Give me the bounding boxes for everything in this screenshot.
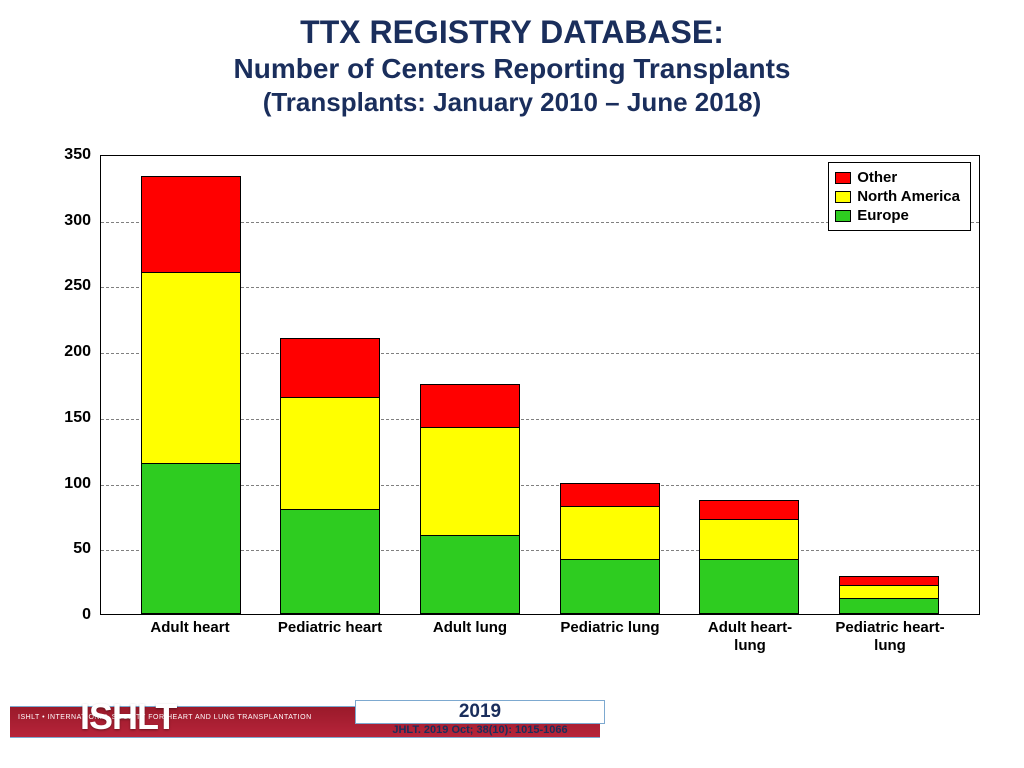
title-line-3: (Transplants: January 2010 – June 2018) <box>0 87 1024 118</box>
x-category-label: Pediatric lung <box>555 619 665 655</box>
legend-item: Other <box>835 169 960 186</box>
bar-slot <box>136 156 246 614</box>
bar-segment <box>420 427 520 535</box>
bar-segment <box>839 585 939 598</box>
x-category-label: Adult lung <box>415 619 525 655</box>
bar-segment <box>839 598 939 614</box>
plot-area: Other North America Europe <box>100 155 980 615</box>
ishlt-logo: ISHLT <box>80 696 176 738</box>
legend-swatch <box>835 191 851 203</box>
chart-area: Number of Centers Reporting 050100150200… <box>50 155 990 675</box>
chart-title-block: TTX REGISTRY DATABASE: Number of Centers… <box>0 0 1024 118</box>
bar <box>699 500 799 614</box>
x-category-label: Pediatric heart <box>275 619 385 655</box>
bar <box>141 176 241 614</box>
bar-segment <box>420 384 520 427</box>
x-category-label: Pediatric heart-lung <box>835 619 945 655</box>
y-tick-label: 350 <box>64 146 91 164</box>
bar-segment <box>141 463 241 614</box>
title-line-2: Number of Centers Reporting Transplants <box>0 53 1024 85</box>
x-category-label: Adult heart <box>135 619 245 655</box>
y-axis-ticks: 050100150200250300350 <box>50 155 95 615</box>
footer: ISHLT • INTERNATIONAL SOCIETY FOR HEART … <box>10 700 600 750</box>
bar-segment <box>420 535 520 614</box>
legend-swatch <box>835 210 851 222</box>
bar-segment <box>699 500 799 520</box>
legend-label: Other <box>857 169 897 186</box>
y-tick-label: 250 <box>64 277 91 295</box>
legend-item: North America <box>835 188 960 205</box>
footer-citation: JHLT. 2019 Oct; 38(10): 1015-1066 <box>355 724 605 736</box>
bar-segment <box>280 509 380 614</box>
footer-year: 2019 <box>355 700 605 724</box>
title-line-1: TTX REGISTRY DATABASE: <box>0 14 1024 51</box>
bar-slot <box>555 156 665 614</box>
legend-label: Europe <box>857 207 909 224</box>
legend-item: Europe <box>835 207 960 224</box>
y-tick-label: 100 <box>64 475 91 493</box>
bar-segment <box>280 397 380 509</box>
x-category-label: Adult heart-lung <box>695 619 805 655</box>
bar-segment <box>280 338 380 397</box>
y-tick-label: 200 <box>64 343 91 361</box>
bar-segment <box>560 559 660 614</box>
bar-segment <box>839 576 939 585</box>
bar <box>560 483 660 614</box>
bar-segment <box>141 272 241 463</box>
bar-segment <box>699 519 799 558</box>
bar-segment <box>141 176 241 272</box>
bar-slot <box>415 156 525 614</box>
x-axis-labels: Adult heart Pediatric heart Adult lung Pedi… <box>100 619 980 655</box>
y-tick-label: 150 <box>64 409 91 427</box>
bar-segment <box>560 483 660 507</box>
bar-slot <box>275 156 385 614</box>
legend: Other North America Europe <box>828 162 971 231</box>
y-tick-label: 50 <box>73 540 91 558</box>
y-tick-label: 0 <box>82 606 91 624</box>
bar-segment <box>699 559 799 614</box>
bar <box>280 338 380 614</box>
bar <box>839 576 939 614</box>
bar-slot <box>694 156 804 614</box>
bar-segment <box>560 506 660 559</box>
legend-label: North America <box>857 188 960 205</box>
y-tick-label: 300 <box>64 212 91 230</box>
bar <box>420 384 520 614</box>
legend-swatch <box>835 172 851 184</box>
